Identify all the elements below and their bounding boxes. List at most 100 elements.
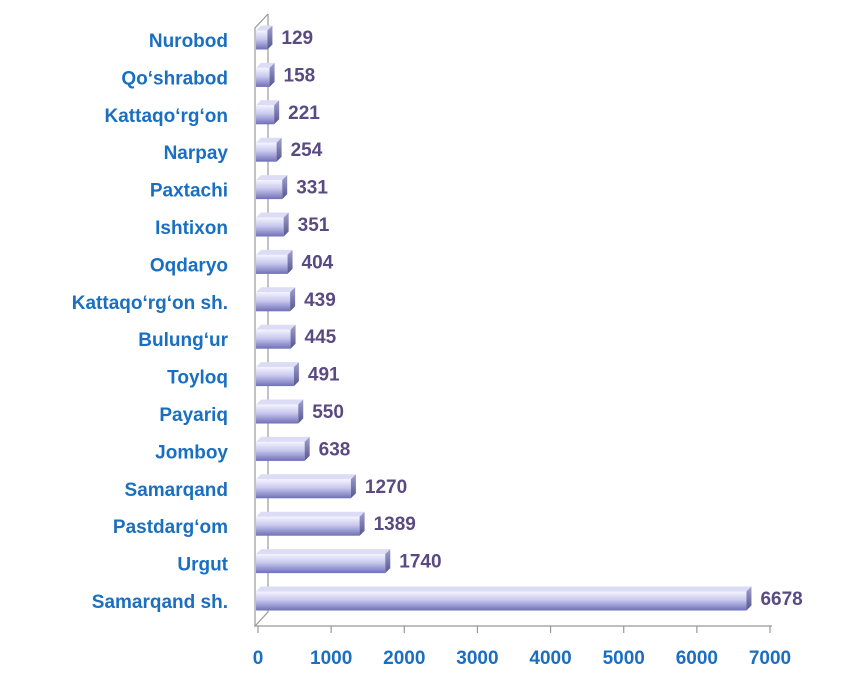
- bar-front: [256, 142, 277, 162]
- bar-front: [256, 67, 270, 87]
- x-tick-label: 1000: [310, 648, 352, 669]
- bar: [256, 137, 282, 162]
- value-label: 1270: [365, 477, 407, 498]
- value-label: 254: [291, 140, 323, 161]
- bar-front: [256, 254, 288, 274]
- bar: [256, 62, 275, 87]
- bar: [256, 511, 365, 536]
- bar-top: [256, 436, 310, 442]
- x-tick-label: 4000: [529, 648, 571, 669]
- value-label: 550: [312, 402, 344, 423]
- bar-top: [256, 586, 752, 592]
- bar: [256, 249, 293, 274]
- bar-front: [256, 479, 351, 499]
- y-tick-label: Toyloq: [167, 368, 228, 389]
- bar-end: [287, 249, 293, 274]
- bar-top: [256, 249, 293, 255]
- bar: [256, 474, 356, 499]
- bar-top: [256, 100, 280, 106]
- bar-front: [256, 591, 747, 611]
- bar-end: [350, 474, 356, 499]
- bar-top: [256, 511, 365, 517]
- bar-end: [282, 175, 288, 200]
- bar-front: [256, 30, 268, 50]
- value-label: 6678: [760, 589, 802, 610]
- bar-end: [269, 62, 275, 87]
- y-tick-label: Kattaqo‘rg‘on sh.: [72, 293, 228, 314]
- bar-top: [256, 62, 275, 68]
- bar: [256, 436, 310, 461]
- bar-front: [256, 367, 294, 387]
- bar-top: [256, 549, 391, 555]
- value-label: 445: [305, 327, 337, 348]
- bar: [256, 175, 288, 200]
- bar: [256, 100, 280, 125]
- bar: [256, 25, 273, 50]
- bar: [256, 586, 752, 611]
- value-label: 491: [308, 365, 340, 386]
- bar: [256, 287, 296, 312]
- bar-end: [283, 212, 289, 237]
- y-tick-label: Paxtachi: [150, 181, 228, 202]
- y-tick-label: Oqdaryo: [150, 255, 228, 276]
- x-tick-label: 2000: [383, 648, 425, 669]
- bar: [256, 399, 304, 424]
- y-tick-label: Kattaqo‘rg‘on: [105, 106, 229, 127]
- y-tick-label: Pastdarg‘om: [113, 517, 228, 538]
- bar-end: [746, 586, 752, 611]
- bar-front: [256, 217, 284, 237]
- bar-front: [256, 180, 283, 200]
- bar-front: [256, 441, 305, 461]
- value-label: 221: [288, 103, 320, 124]
- y-tick-label: Narpay: [164, 143, 229, 164]
- value-label: 331: [296, 178, 328, 199]
- bar-top: [256, 175, 288, 181]
- bar-end: [290, 324, 296, 349]
- x-tick-label: 7000: [749, 648, 791, 669]
- bar: [256, 549, 391, 574]
- bar: [256, 324, 296, 349]
- bar-top: [256, 25, 273, 31]
- bar-front: [256, 516, 360, 536]
- bar-front: [256, 105, 275, 125]
- bar-top: [256, 212, 289, 218]
- bar-front: [256, 554, 386, 574]
- y-tick-label: Urgut: [177, 555, 228, 576]
- bar-end: [276, 137, 282, 162]
- bar-front: [256, 292, 291, 312]
- bar-end: [298, 399, 304, 424]
- bar-top: [256, 137, 282, 143]
- bar-top: [256, 324, 296, 330]
- bar-top: [256, 362, 299, 368]
- x-tick-label: 5000: [603, 648, 645, 669]
- value-label: 1389: [374, 514, 416, 535]
- value-label: 638: [319, 439, 351, 460]
- bar-end: [359, 511, 365, 536]
- bar-end: [290, 287, 296, 312]
- bar: [256, 212, 289, 237]
- y-tick-label: Nurobod: [149, 31, 228, 52]
- bar-end: [293, 362, 299, 387]
- bar-top: [256, 287, 296, 293]
- bar-end: [274, 100, 280, 125]
- x-tick-label: 6000: [676, 648, 718, 669]
- bar-end: [267, 25, 273, 50]
- y-tick-label: Jomboy: [155, 442, 228, 463]
- value-label: 351: [298, 215, 330, 236]
- value-label: 1740: [399, 552, 441, 573]
- bar: [256, 362, 299, 387]
- value-label: 404: [302, 252, 334, 273]
- value-label: 439: [304, 290, 336, 311]
- bar-front: [256, 329, 291, 349]
- bar-end: [304, 436, 310, 461]
- x-tick-label: 0: [253, 648, 264, 669]
- value-label: 129: [281, 28, 313, 49]
- y-tick-label: Payariq: [159, 405, 228, 426]
- bar-top: [256, 474, 356, 480]
- x-tick-label: 3000: [456, 648, 498, 669]
- y-tick-label: Ishtixon: [155, 218, 228, 239]
- bar-front: [256, 404, 299, 424]
- bar-top: [256, 399, 304, 405]
- y-tick-label: Samarqand: [125, 480, 228, 501]
